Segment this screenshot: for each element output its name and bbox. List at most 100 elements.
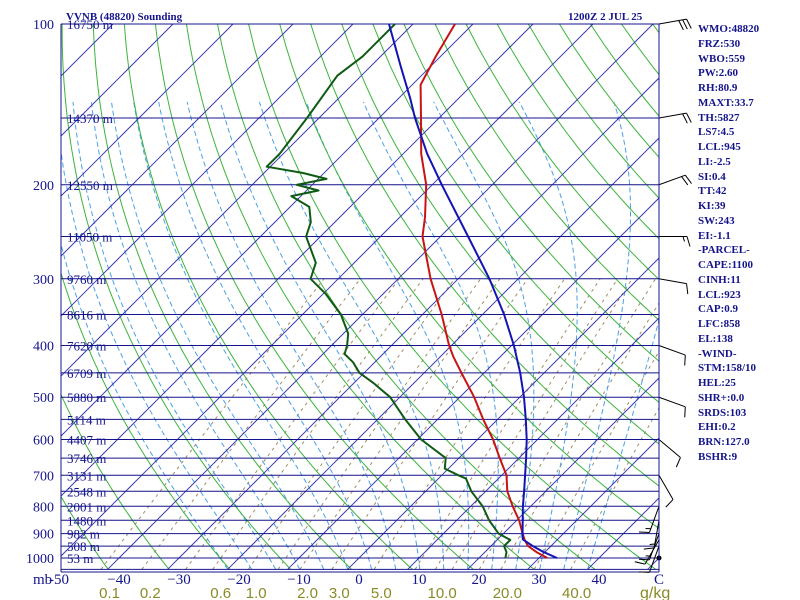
dry-adiabat-line (434, 24, 659, 321)
wind-barb-flag (681, 176, 689, 186)
height-label: 6709 m (67, 366, 106, 381)
wind-barb-flag (684, 406, 686, 418)
wind-barb-half-flag (649, 543, 655, 546)
wind-barb-flag (634, 561, 646, 565)
dry-adiabat-line (217, 24, 596, 570)
height-label: 2001 m (67, 499, 106, 514)
index-item: STM:158/10 (698, 362, 757, 375)
temperature-tick-label: 30 (532, 572, 547, 588)
wind-barb-staff (648, 506, 660, 533)
height-label: 7620 m (67, 339, 106, 354)
wind-barb-staff (644, 539, 660, 565)
pressure-label: 700 (33, 469, 54, 484)
height-label: 9760 m (67, 272, 106, 287)
time-label: 1200Z 2 JUL 25 (568, 11, 643, 23)
dry-adiabat-line (310, 24, 659, 487)
height-label: 14370 m (67, 111, 113, 126)
isotherm-line (61, 24, 294, 257)
wind-barb-staff (658, 174, 686, 186)
index-item: BRN:127.0 (698, 436, 750, 448)
wind-barb-staff (658, 439, 681, 458)
moist-adiabat-line (158, 101, 373, 570)
index-item: EL:138 (698, 332, 733, 345)
moist-adiabat-line (133, 101, 349, 570)
temperature-tick-label: C (654, 572, 664, 588)
dry-adiabat-line (279, 24, 659, 530)
wind-barb-half-flag (682, 236, 685, 242)
isotherm-line (61, 24, 354, 317)
height-label: 508 m (67, 539, 100, 554)
wind-barb-staff (658, 475, 674, 500)
temperature-tick-label: 0 (355, 572, 363, 588)
wind-barb-flag (682, 19, 688, 30)
mixing-ratio-label: 0.6 (210, 585, 231, 600)
index-item: CAPE:1100 (698, 259, 753, 271)
index-item: MAXT:33.7 (698, 96, 754, 109)
index-item: -WIND- (698, 347, 737, 360)
wind-barb-flag (686, 283, 689, 295)
mixing-ratio-label: 2.0 (297, 585, 318, 600)
wind-barb-staff (648, 533, 660, 561)
index-item: SRDS:103 (698, 406, 747, 419)
index-item: FRZ:530 (698, 37, 741, 50)
height-label: 2548 m (67, 484, 106, 499)
isotherm-line (287, 197, 659, 570)
temperature-tick-label: −10 (287, 572, 310, 588)
index-item: RH:80.9 (698, 82, 738, 94)
index-item: LFC:858 (698, 318, 741, 330)
isotherm-line (107, 24, 654, 570)
pressure-label: 300 (33, 273, 54, 288)
mixing-ratio-line (212, 278, 424, 570)
mixing-ratio-line (434, 278, 619, 570)
mixing-ratio-label: 3.0 (329, 585, 350, 600)
mixing-ratio-line (141, 278, 361, 570)
pressure-label: 500 (33, 391, 54, 406)
mixing-ratio-line (451, 278, 633, 570)
wind-barb-flag (665, 499, 674, 508)
height-label: 53 m (67, 551, 93, 566)
index-item: SHR+:0.0 (698, 391, 745, 404)
mixing-ratio-label: 0.1 (99, 585, 120, 600)
temperature-tick-label: 20 (472, 572, 487, 588)
isotherm-line (407, 317, 659, 570)
mixing-ratio-lines (100, 278, 659, 570)
wind-barb-staff (648, 545, 660, 573)
index-item: HEL:25 (698, 377, 736, 389)
dry-adiabat-line (61, 495, 109, 570)
mixing-ratio-line (185, 278, 400, 570)
wind-barb-flag (678, 20, 684, 31)
mixing-ratio-line (331, 278, 529, 570)
index-item: PW:2.60 (698, 67, 739, 80)
wind-barb-flag (643, 547, 655, 550)
wind-barb-staff (658, 18, 687, 25)
dry-adiabat-line (61, 271, 231, 570)
height-label: 982 m (67, 527, 100, 542)
temperature-tick-label: −20 (227, 572, 250, 588)
pressure-label: 900 (33, 528, 54, 543)
wind-barb-flag (684, 174, 692, 184)
index-item: EI:-1.1 (698, 229, 731, 242)
index-item: CAP:0.9 (698, 303, 739, 316)
wind-barb-flag (638, 531, 650, 534)
isotherm-line (0, 24, 53, 569)
wind-barb-flag (684, 355, 686, 366)
index-item: BSHR:9 (698, 450, 738, 463)
index-item: WBO:559 (698, 52, 746, 65)
mixing-ratio-line (277, 278, 482, 570)
mixing-ratio-line (247, 278, 455, 570)
index-item: LS7:4.5 (698, 126, 735, 139)
station-title: VVNB (48820) Sounding (66, 11, 183, 23)
height-label: 1480 m (67, 513, 106, 528)
index-item: SI:0.4 (698, 170, 726, 183)
temperature-tick-label: -50 (49, 572, 69, 588)
wind-barb-flag (686, 18, 692, 29)
mixing-ratio-line (299, 278, 501, 570)
index-item: LCL:945 (698, 141, 741, 153)
mixing-ratio-unit: g/kg (640, 585, 670, 600)
dry-adiabat-line (61, 24, 292, 570)
dry-adiabat-line (154, 24, 474, 570)
isotherm-line (61, 24, 594, 557)
height-label: 5880 m (67, 390, 106, 405)
mixing-ratio-label: 20.0 (493, 585, 522, 600)
